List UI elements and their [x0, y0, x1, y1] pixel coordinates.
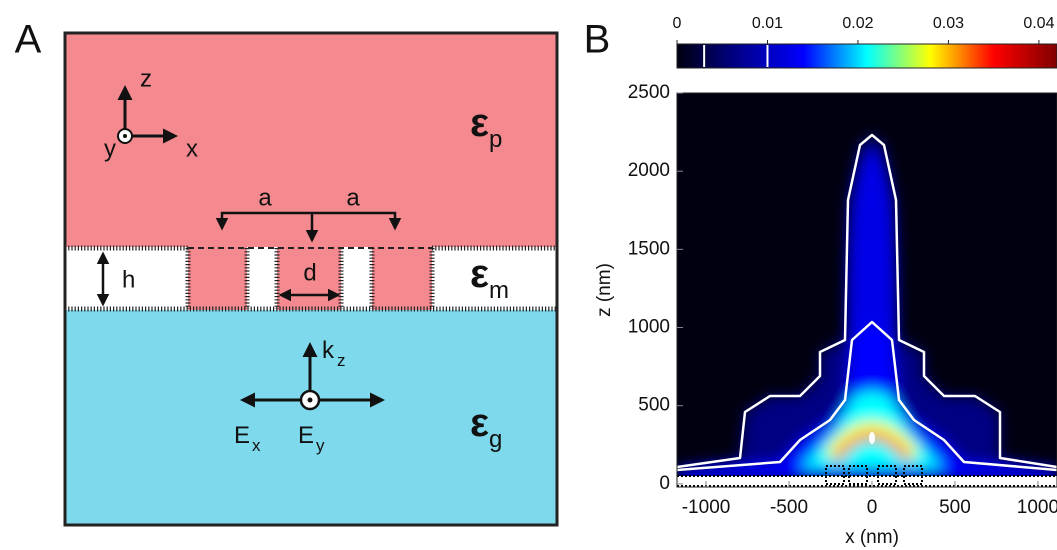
colorbar: [677, 44, 1057, 68]
symbol: E: [298, 422, 314, 449]
subscript: x: [252, 436, 261, 455]
colorbar-tick-label: 0.03: [933, 15, 964, 32]
symbol: k: [322, 337, 335, 364]
axis-dot: [123, 134, 127, 138]
dim-label: a: [258, 184, 272, 211]
panel-label: B: [584, 18, 611, 62]
field-dot: [308, 398, 313, 403]
colorbar-tick-label: 0.01: [752, 15, 783, 32]
x-tick-label: 1000: [1017, 497, 1057, 518]
y-tick-label: 1500: [628, 238, 670, 259]
dim-label: h: [122, 266, 135, 293]
x-tick-label: 500: [939, 497, 971, 518]
y-tick-label: 1000: [628, 317, 670, 338]
y-axis-label: z (nm): [594, 263, 615, 317]
colorbar-tick-label: 0: [673, 15, 682, 32]
figure: A z y x εp εm εg: [0, 0, 1057, 550]
y-tick-label: 2500: [628, 82, 670, 103]
axis-label: z: [140, 65, 152, 92]
y-tick-label: 0: [659, 473, 670, 494]
symbol: ε: [470, 101, 489, 145]
plot: -1000 -500 0 500 1000 0 500 1000 1500 2000 2500 0 0.…: [628, 15, 1057, 518]
pillar: [188, 247, 247, 310]
subscript: y: [316, 436, 325, 455]
pillar: [372, 247, 432, 310]
subscript: z: [337, 351, 346, 370]
axis-label: y: [104, 135, 116, 162]
symbol: E: [234, 422, 250, 449]
subscript: g: [489, 426, 502, 453]
dim-label: a: [346, 184, 360, 211]
x-tick-label: 0: [867, 497, 878, 518]
axis-label: x: [186, 135, 198, 162]
subscript: m: [489, 277, 509, 304]
panel-label: A: [15, 18, 42, 62]
subscript: p: [489, 126, 502, 153]
x-axis-label: x (nm): [845, 527, 899, 548]
hotspot: [869, 432, 875, 444]
colorbar-tick-label: 0.04: [1023, 15, 1054, 32]
dim-label: d: [303, 259, 316, 286]
symbol: ε: [470, 401, 489, 445]
colorbar-tick-label: 0.02: [842, 15, 873, 32]
x-tick-label: -500: [770, 497, 808, 518]
y-tick-label: 2000: [628, 160, 670, 181]
x-tick-label: -1000: [682, 497, 731, 518]
y-tick-label: 500: [638, 395, 670, 416]
symbol: ε: [470, 252, 489, 296]
